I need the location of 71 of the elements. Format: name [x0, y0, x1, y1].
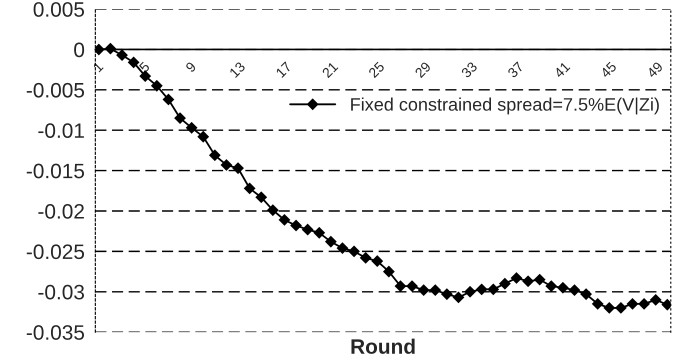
x-tick-label: 5	[138, 61, 150, 73]
point	[336, 242, 348, 254]
x-tick-label: 37	[507, 61, 524, 78]
point	[371, 255, 384, 267]
x-tick-label: 13	[229, 61, 246, 78]
point	[603, 302, 616, 314]
point	[220, 159, 232, 171]
point	[498, 278, 511, 290]
point	[324, 236, 337, 248]
point	[266, 204, 279, 216]
point	[418, 284, 430, 296]
x-tick-label: 41	[553, 61, 570, 78]
x-axis-title: Round	[351, 338, 415, 354]
x-tick-label: 49	[646, 61, 664, 78]
point	[534, 274, 546, 286]
point	[556, 282, 569, 294]
x-tick-label: 9	[185, 61, 197, 73]
point	[186, 122, 198, 134]
point	[348, 245, 360, 258]
y-tick-label: 0	[74, 42, 84, 58]
point	[197, 130, 210, 143]
point	[580, 288, 592, 300]
point	[638, 298, 650, 310]
point	[232, 162, 244, 174]
point	[162, 94, 174, 106]
point	[139, 70, 152, 82]
y-tick-label: -0.01	[38, 123, 84, 138]
point	[487, 283, 500, 296]
point	[429, 284, 442, 296]
x-tick-label: 21	[322, 61, 338, 78]
x-tick-label: 25	[368, 61, 385, 78]
point	[545, 280, 558, 292]
point	[394, 280, 406, 292]
point	[290, 220, 302, 232]
point	[522, 275, 534, 288]
point	[128, 56, 140, 68]
point	[302, 224, 314, 236]
y-tick-label: -0.03	[38, 284, 84, 300]
point	[382, 266, 395, 278]
point	[626, 298, 638, 310]
y-tick-label: -0.005	[26, 82, 84, 98]
point	[464, 286, 476, 298]
y-tick-label: 0.005	[34, 2, 84, 17]
point	[615, 302, 627, 314]
point	[406, 280, 418, 292]
point	[568, 284, 580, 296]
x-tick-label: 45	[600, 61, 617, 78]
x-tick-label: 33	[460, 61, 478, 78]
y-tick-label: -0.025	[26, 244, 84, 260]
x-tick-label: 1	[92, 61, 104, 72]
y-tick-label: -0.02	[38, 204, 84, 219]
point	[452, 292, 464, 304]
point	[174, 112, 186, 124]
point	[150, 80, 163, 92]
point	[510, 272, 522, 284]
point	[313, 226, 326, 239]
point	[476, 283, 488, 296]
x-tick-label: 29	[414, 61, 432, 78]
point	[116, 49, 128, 62]
point	[360, 252, 372, 264]
point	[650, 294, 662, 306]
point	[255, 191, 268, 204]
y-tick-label: -0.015	[26, 164, 84, 178]
point	[244, 182, 256, 194]
y-tick-label: -0.035	[26, 325, 84, 340]
point	[278, 214, 290, 226]
point	[440, 288, 453, 300]
x-tick-label: 17	[276, 61, 292, 78]
point	[592, 298, 604, 310]
point	[208, 149, 221, 162]
legend-label: Fixed constrained spread=7.5%E(V|Zi)	[351, 98, 659, 114]
